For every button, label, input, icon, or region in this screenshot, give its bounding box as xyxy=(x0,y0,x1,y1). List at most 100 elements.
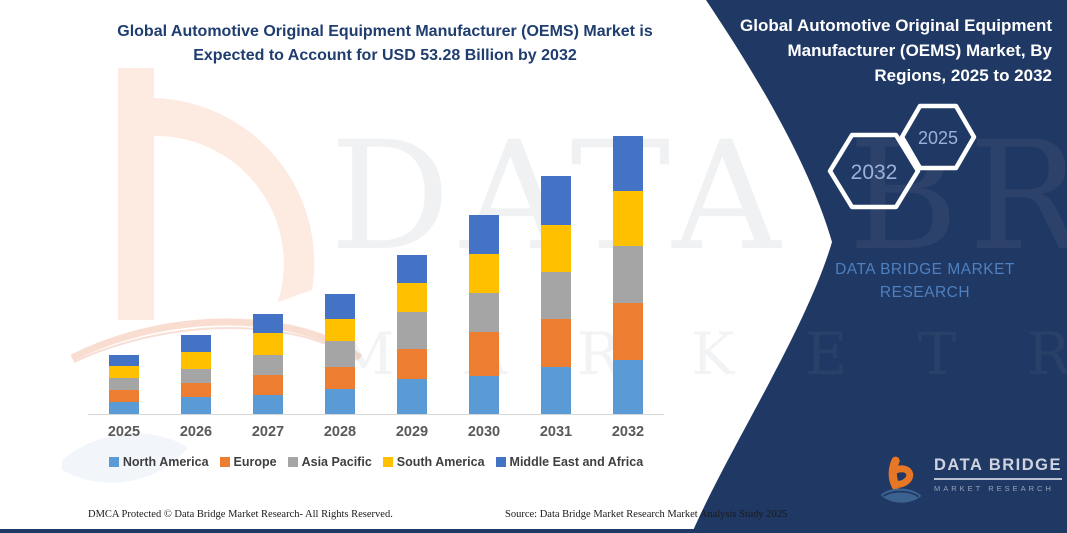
bar-segment xyxy=(109,389,139,402)
company-logo-icon xyxy=(880,456,922,503)
x-axis-tick-label: 2028 xyxy=(323,424,357,440)
hexagon-2025-label: 2025 xyxy=(918,128,958,148)
bar-segment xyxy=(109,365,139,378)
legend-item: Asia Pacific xyxy=(287,455,372,469)
bar-segment xyxy=(469,254,499,293)
stacked-bar-chart xyxy=(88,135,664,414)
bar-segment xyxy=(181,397,211,414)
x-axis-tick-label: 2031 xyxy=(539,424,573,440)
stacked-bar-2031 xyxy=(541,176,571,414)
bar-segment xyxy=(397,348,427,379)
bar-segment xyxy=(109,378,139,390)
bar-segment xyxy=(181,368,211,384)
hexagon-2025: 2025 xyxy=(899,103,977,171)
legend-swatch-icon xyxy=(108,457,119,467)
bar-segment xyxy=(253,313,283,333)
legend-label: South America xyxy=(396,455,485,469)
stacked-bar-2030 xyxy=(469,215,499,414)
x-axis-line xyxy=(88,414,664,415)
bar-segment xyxy=(253,354,283,376)
bar-segment xyxy=(541,271,571,319)
hexagon-2025-outline xyxy=(899,103,977,171)
bar-column-2025 xyxy=(88,136,160,414)
bar-segment xyxy=(469,215,499,255)
panel-title: Global Automotive Original Equipment Man… xyxy=(740,16,1052,85)
bar-segment xyxy=(253,375,283,395)
company-logo-text: DATA BRIDGE MARKET RESEARCH xyxy=(934,456,1063,493)
bar-segment xyxy=(253,394,283,414)
legend-item: Middle East and Africa xyxy=(495,455,644,469)
bar-column-2029 xyxy=(376,136,448,414)
source-text: Source: Data Bridge Market Research Mark… xyxy=(505,509,788,520)
bar-segment xyxy=(541,318,571,367)
bar-column-2027 xyxy=(232,136,304,414)
bar-segment xyxy=(181,383,211,398)
bottom-accent-bar xyxy=(0,529,1067,533)
brand-line2: RESEARCH xyxy=(879,284,971,301)
legend-label: Middle East and Africa xyxy=(509,455,644,469)
bar-segment xyxy=(397,379,427,414)
stacked-bar-2029 xyxy=(397,255,427,414)
bar-segment xyxy=(469,331,499,376)
brand-wordmark: DATA BRIDGE MARKET RESEARCH xyxy=(795,258,1055,304)
bar-segment xyxy=(181,335,211,352)
bar-segment xyxy=(541,176,571,225)
bar-segment xyxy=(109,354,139,366)
legend-item: South America xyxy=(382,455,485,469)
stacked-bar-2025 xyxy=(109,354,139,414)
hexagon-2032: 2032 xyxy=(827,132,921,210)
x-axis-tick-label: 2027 xyxy=(251,424,285,440)
bar-column-2028 xyxy=(304,136,376,414)
stacked-bar-2027 xyxy=(253,313,283,414)
bar-segment xyxy=(181,351,211,369)
x-axis-tick-label: 2030 xyxy=(467,424,501,440)
bar-column-2030 xyxy=(448,136,520,414)
legend-swatch-icon xyxy=(287,457,298,467)
legend-swatch-icon xyxy=(495,457,506,467)
year-hexagons: 2032 2025 xyxy=(827,103,977,210)
bar-segment xyxy=(613,191,643,247)
bar-segment xyxy=(469,375,499,414)
bar-segment xyxy=(613,246,643,303)
stacked-bar-2026 xyxy=(181,335,211,414)
legend-item: Europe xyxy=(219,455,277,469)
bar-segment xyxy=(325,389,355,414)
bar-column-2026 xyxy=(160,136,232,414)
x-axis-tick-label: 2032 xyxy=(611,424,645,440)
bar-segment xyxy=(469,292,499,332)
bar-segment xyxy=(325,341,355,367)
stacked-bar-2028 xyxy=(325,294,355,414)
x-axis-labels: 2025 2026 2027 2028 2029 2030 2031 2032 xyxy=(88,424,664,440)
bar-segment xyxy=(397,283,427,312)
hexagon-2032-label: 2032 xyxy=(851,161,898,184)
logo-subtitle: MARKET RESEARCH xyxy=(934,484,1054,493)
chart-legend: North America Europe Asia Pacific South Ame… xyxy=(88,455,664,469)
brand-line1: DATA BRIDGE MARKET xyxy=(835,261,1015,278)
bar-segment xyxy=(109,402,139,414)
x-axis-tick-label: 2026 xyxy=(179,424,213,440)
bar-segment xyxy=(397,311,427,349)
legend-label: Asia Pacific xyxy=(301,455,372,469)
chart-title: Global Automotive Original Equipment Man… xyxy=(117,23,653,64)
copyright-text: DMCA Protected © Data Bridge Market Rese… xyxy=(88,509,393,520)
bar-segment xyxy=(253,332,283,355)
hexagon-2032-outline xyxy=(827,132,921,210)
company-logo: DATA BRIDGE MARKET RESEARCH xyxy=(878,456,1063,508)
bar-segment xyxy=(613,359,643,414)
legend-swatch-icon xyxy=(219,457,230,467)
bar-segment xyxy=(397,255,427,284)
bar-segment xyxy=(325,366,355,389)
bar-column-2032 xyxy=(592,135,664,414)
logo-name: DATA BRIDGE xyxy=(934,456,1063,480)
x-axis-tick-label: 2029 xyxy=(395,424,429,440)
bar-segment xyxy=(541,367,571,414)
bar-column-2031 xyxy=(520,136,592,414)
bar-segment xyxy=(325,318,355,342)
legend-item: North America xyxy=(108,455,209,469)
bar-segment xyxy=(325,294,355,319)
legend-swatch-icon xyxy=(382,457,393,467)
legend-label: Europe xyxy=(233,455,277,469)
bar-segment xyxy=(613,302,643,360)
legend-label: North America xyxy=(122,455,209,469)
